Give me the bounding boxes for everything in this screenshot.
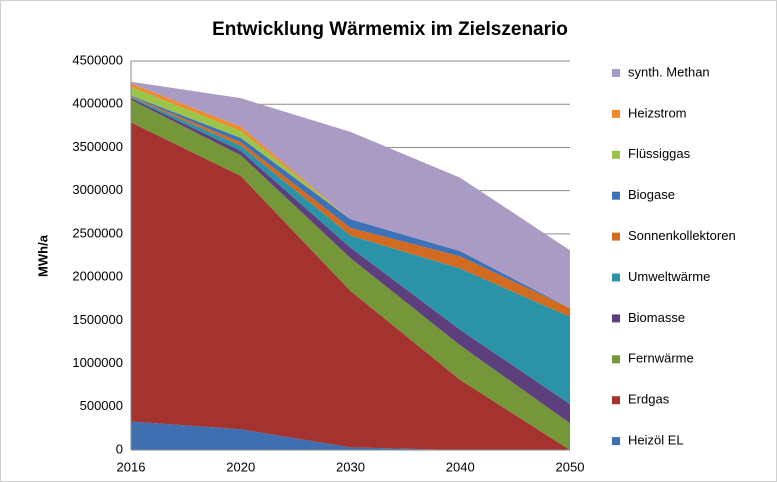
legend-label: Sonnenkollektoren [628, 228, 736, 243]
legend-label: Biomasse [628, 310, 685, 325]
legend-swatch [612, 69, 620, 77]
legend-swatch [612, 150, 620, 159]
x-tick-label: 2040 [446, 459, 475, 474]
y-tick-label: 500000 [80, 398, 123, 413]
legend-swatch [612, 109, 620, 118]
area [131, 98, 570, 424]
area [131, 122, 570, 451]
legend-label: Flüssiggas [628, 146, 691, 161]
chart-title: Entwicklung Wärmemix im Zielszenario [212, 19, 568, 40]
legend-swatch [612, 396, 620, 405]
x-tick-label: 2016 [117, 459, 146, 474]
legend-swatch [612, 355, 620, 364]
area [131, 86, 570, 309]
y-tick-label: 1000000 [72, 355, 123, 370]
x-tick-label: 2020 [226, 459, 255, 474]
y-axis-label: MWh/a [35, 234, 50, 277]
area [131, 95, 570, 309]
y-tick-label: 0 [116, 441, 123, 456]
y-tick-label: 4000000 [72, 96, 123, 111]
y-tick-label: 4500000 [72, 52, 123, 67]
legend-swatch [612, 437, 620, 446]
legend-swatch [612, 191, 620, 200]
legend-label: Umweltwärme [628, 269, 710, 284]
legend-swatch [612, 314, 620, 323]
area [131, 96, 570, 317]
area [131, 81, 570, 309]
legend-label: synth. Methan [628, 64, 710, 79]
x-tick-label: 2030 [336, 459, 365, 474]
y-tick-label: 3000000 [72, 182, 123, 197]
y-tick-label: 3500000 [72, 139, 123, 154]
x-tick-label: 2050 [556, 459, 585, 474]
legend-label: Heizstrom [628, 105, 687, 120]
area [131, 421, 570, 450]
legend-label: Heizöl EL [628, 433, 684, 448]
legend-label: Fernwärme [628, 351, 694, 366]
legend-label: Biogase [628, 187, 675, 202]
y-tick-label: 2500000 [72, 225, 123, 240]
area [131, 99, 570, 451]
y-tick-label: 1500000 [72, 312, 123, 327]
y-tick-label: 2000000 [72, 269, 123, 284]
area [131, 97, 570, 405]
legend-label: Erdgas [628, 392, 670, 407]
legend-swatch [612, 273, 620, 282]
legend-swatch [612, 232, 620, 241]
